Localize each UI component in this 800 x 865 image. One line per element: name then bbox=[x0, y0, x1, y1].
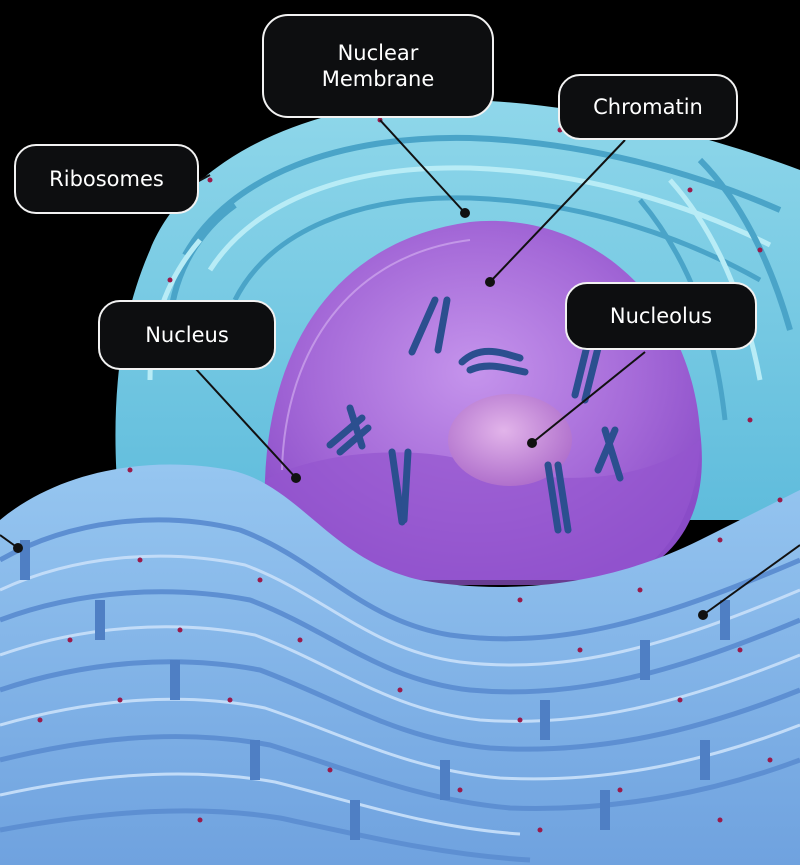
chromosomes bbox=[326, 296, 624, 534]
rough-er bbox=[0, 464, 800, 865]
nucleolus-body bbox=[448, 394, 572, 486]
label-ribosomes: Ribosomes bbox=[14, 144, 199, 214]
label-nuclear-membrane: Nuclear Membrane bbox=[262, 14, 494, 118]
leader-endpoints bbox=[13, 208, 708, 620]
label-nucleolus: Nucleolus bbox=[565, 282, 757, 350]
label-nucleus: Nucleus bbox=[98, 300, 276, 370]
label-chromatin: Chromatin bbox=[558, 74, 738, 140]
